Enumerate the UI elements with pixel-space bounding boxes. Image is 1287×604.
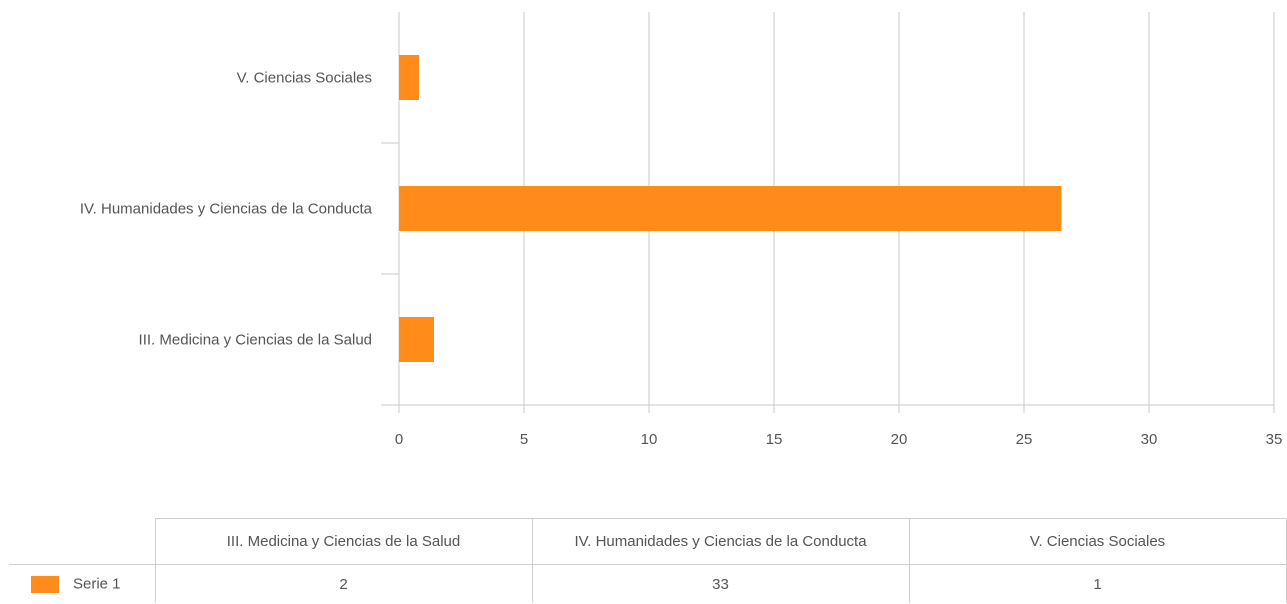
bar <box>399 317 434 362</box>
data-table-header-row: III. Medicina y Ciencias de la Salud IV.… <box>9 518 1287 565</box>
data-table-cell: 33 <box>531 564 910 603</box>
x-tick-labels: 0 5 10 15 20 25 30 35 <box>395 431 1283 448</box>
x-tick-label: 25 <box>1016 431 1033 448</box>
bar <box>399 186 1062 231</box>
x-tick-label: 0 <box>395 431 403 448</box>
chart-bars <box>399 55 1062 362</box>
x-tick-label: 20 <box>891 431 908 448</box>
legend-label: Serie 1 <box>73 575 121 593</box>
x-tick-label: 15 <box>766 431 783 448</box>
data-table: III. Medicina y Ciencias de la Salud IV.… <box>9 518 1287 603</box>
data-table-header-cell: V. Ciencias Sociales <box>908 518 1287 565</box>
x-tick-label: 30 <box>1141 431 1158 448</box>
bar <box>399 55 419 100</box>
data-table-row: Serie 1 2 33 1 <box>9 564 1287 603</box>
data-table-cell: 1 <box>908 564 1287 603</box>
data-table-series-label: Serie 1 <box>9 564 156 603</box>
category-label: V. Ciencias Sociales <box>237 70 372 87</box>
category-label: IV. Humanidades y Ciencias de la Conduct… <box>80 201 373 218</box>
data-table-header-cell: IV. Humanidades y Ciencias de la Conduct… <box>531 518 910 565</box>
bar-chart: III. Medicina y Ciencias de la Salud IV. … <box>80 12 1283 448</box>
data-table-cell: 2 <box>154 564 533 603</box>
category-labels: III. Medicina y Ciencias de la Salud IV. … <box>80 70 373 349</box>
x-tick-label: 5 <box>520 431 528 448</box>
category-label: III. Medicina y Ciencias de la Salud <box>139 332 372 349</box>
x-tick-label: 10 <box>641 431 658 448</box>
data-table-corner <box>9 518 156 565</box>
data-table-header-cell: III. Medicina y Ciencias de la Salud <box>154 518 533 565</box>
legend-swatch <box>31 575 59 593</box>
x-tick-label: 35 <box>1266 431 1283 448</box>
